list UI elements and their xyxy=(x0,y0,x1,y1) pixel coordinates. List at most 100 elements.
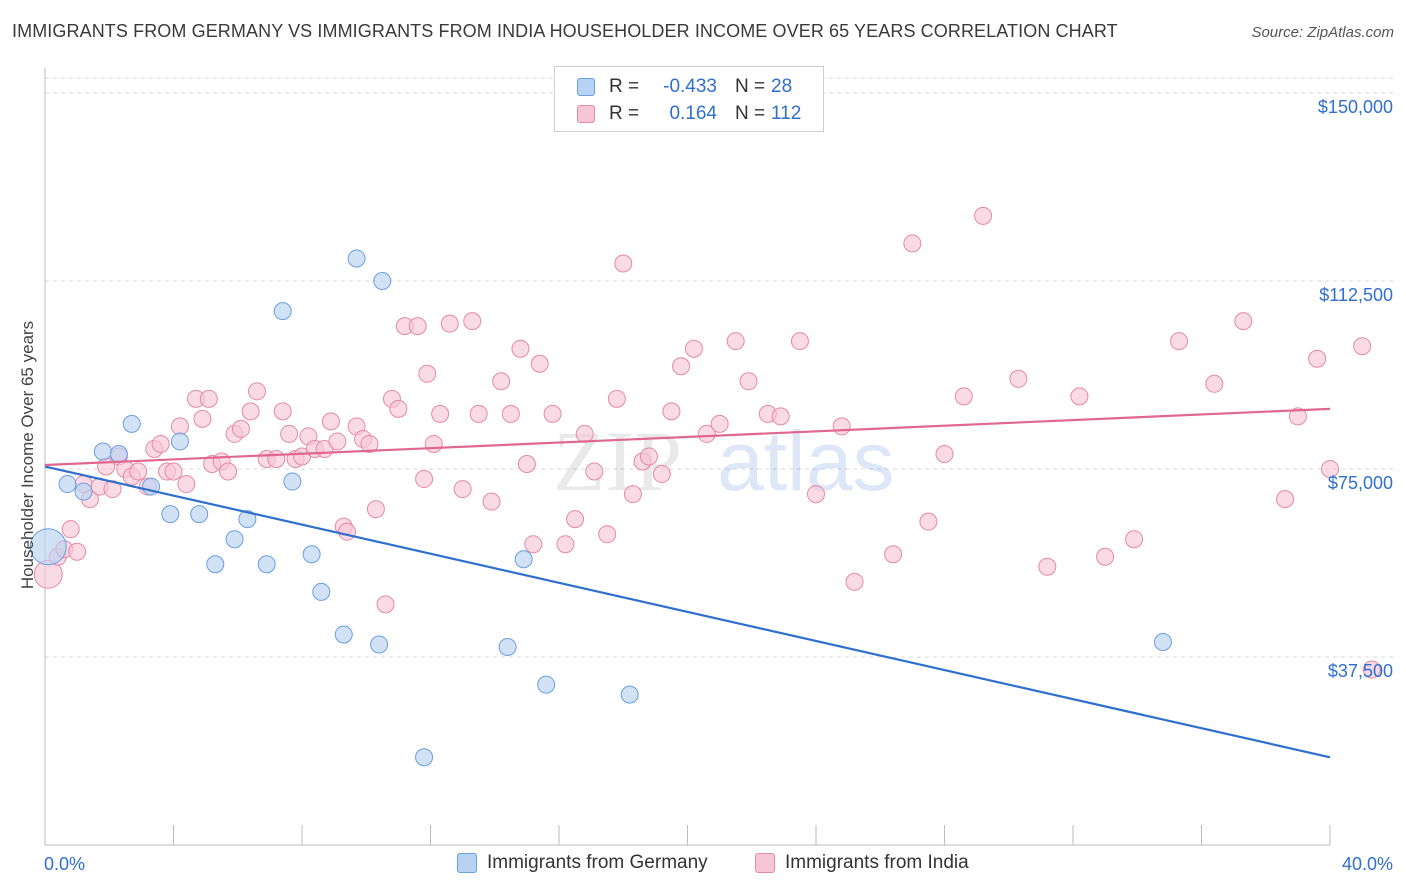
data-point-germany xyxy=(620,685,639,704)
data-point-india xyxy=(662,402,681,421)
axis-labels: $37,500 $75,000 $112,500 $150,000 0.0% 40.0% xyxy=(44,97,1393,874)
y-axis-title: Householder Income Over 65 years xyxy=(18,321,37,589)
legend-label-india: Immigrants from India xyxy=(785,852,969,873)
india-swatch xyxy=(755,853,775,873)
data-point-india xyxy=(974,206,993,225)
data-point-germany xyxy=(161,505,180,524)
trend-lines xyxy=(44,407,1331,759)
data-point-india xyxy=(726,332,745,351)
data-point-india xyxy=(389,399,408,418)
data-point-india xyxy=(129,462,148,481)
data-point-india xyxy=(482,492,501,511)
legend-item-india[interactable]: Immigrants from India xyxy=(755,852,969,874)
data-point-germany xyxy=(190,505,209,524)
trend-line-germany xyxy=(44,465,1331,759)
data-point-india xyxy=(469,404,488,423)
data-point-germany xyxy=(238,510,257,529)
data-point-india xyxy=(511,339,530,358)
data-point-india xyxy=(832,417,851,436)
data-point-germany xyxy=(29,528,67,566)
data-point-india xyxy=(652,465,671,484)
data-point-germany xyxy=(206,555,225,574)
data-point-india xyxy=(248,382,267,401)
data-point-india xyxy=(61,520,80,539)
data-point-germany xyxy=(373,272,392,291)
data-point-india xyxy=(1070,387,1089,406)
data-point-india xyxy=(453,480,472,499)
data-point-india xyxy=(408,317,427,336)
data-point-germany xyxy=(257,555,276,574)
legend-label-germany: Immigrants from Germany xyxy=(487,852,708,873)
source-label: Source: ZipAtlas.com xyxy=(1251,24,1394,41)
data-point-india xyxy=(710,414,729,433)
data-point-india xyxy=(1288,407,1307,426)
axes xyxy=(44,68,1331,846)
germany-swatch xyxy=(577,78,595,96)
data-point-india xyxy=(1362,660,1381,679)
data-point-germany xyxy=(273,302,292,321)
data-point-india xyxy=(418,364,437,383)
data-point-germany xyxy=(347,249,366,268)
chart-title: IMMIGRANTS FROM GERMANY VS IMMIGRANTS FR… xyxy=(12,21,1118,41)
data-point-india xyxy=(954,387,973,406)
data-point-india xyxy=(1353,337,1372,356)
data-point-germany xyxy=(537,675,556,694)
data-point-india xyxy=(219,462,238,481)
grid-lines xyxy=(45,77,1395,658)
n-label: N = xyxy=(735,103,766,124)
data-point-india xyxy=(164,462,183,481)
x-tick-label-max: 40.0% xyxy=(1342,854,1393,874)
data-point-india xyxy=(360,434,379,453)
data-point-india xyxy=(321,412,340,431)
data-point-india xyxy=(672,357,691,376)
y-tick-label: $150,000 xyxy=(1318,97,1393,117)
data-point-india xyxy=(280,424,299,443)
data-point-germany xyxy=(58,475,77,494)
data-point-india xyxy=(739,372,758,391)
series-legend: Immigrants from Germany Immigrants from … xyxy=(0,852,1406,878)
data-point-india xyxy=(585,462,604,481)
data-point-germany xyxy=(514,550,533,569)
data-point-germany xyxy=(93,442,112,461)
data-point-india xyxy=(492,372,511,391)
x-tick-label-min: 0.0% xyxy=(44,854,85,874)
data-point-india xyxy=(790,332,809,351)
y-tick-label: $37,500 xyxy=(1328,661,1393,681)
data-point-india xyxy=(1321,460,1339,479)
data-point-india xyxy=(501,404,520,423)
data-point-germany xyxy=(74,482,93,501)
data-point-india xyxy=(623,485,642,504)
r-label: R = xyxy=(609,103,640,124)
data-point-india xyxy=(376,595,395,614)
data-point-germany xyxy=(225,530,244,549)
data-point-india xyxy=(1009,369,1028,388)
data-point-germany xyxy=(312,582,331,601)
data-point-india xyxy=(517,455,536,474)
data-point-india xyxy=(1125,530,1144,549)
data-point-india xyxy=(1096,547,1115,566)
data-point-india xyxy=(193,409,212,428)
germany-swatch xyxy=(457,853,477,873)
data-point-india xyxy=(241,402,260,421)
data-point-india xyxy=(1205,374,1224,393)
data-point-india xyxy=(1234,312,1253,331)
data-point-india xyxy=(524,535,543,554)
data-point-india xyxy=(566,510,585,529)
data-point-germany xyxy=(302,545,321,564)
legend-item-germany[interactable]: Immigrants from Germany xyxy=(457,852,708,874)
data-point-germany xyxy=(334,625,353,644)
data-point-india xyxy=(556,535,575,554)
correlation-legend: R = -0.433 N = 28 R = 0.164 N = 112 xyxy=(554,66,824,132)
r-value: -0.433 xyxy=(663,76,717,97)
legend-row-germany: R = -0.433 N = 28 xyxy=(577,75,811,99)
data-point-india xyxy=(366,500,385,519)
y-tick-label: $75,000 xyxy=(1328,473,1393,493)
data-point-india xyxy=(273,402,292,421)
data-point-germany xyxy=(370,635,389,654)
data-point-india xyxy=(440,314,459,333)
data-point-india xyxy=(415,470,434,489)
data-point-india xyxy=(177,475,196,494)
data-point-india xyxy=(463,312,482,331)
data-point-india xyxy=(903,234,922,253)
